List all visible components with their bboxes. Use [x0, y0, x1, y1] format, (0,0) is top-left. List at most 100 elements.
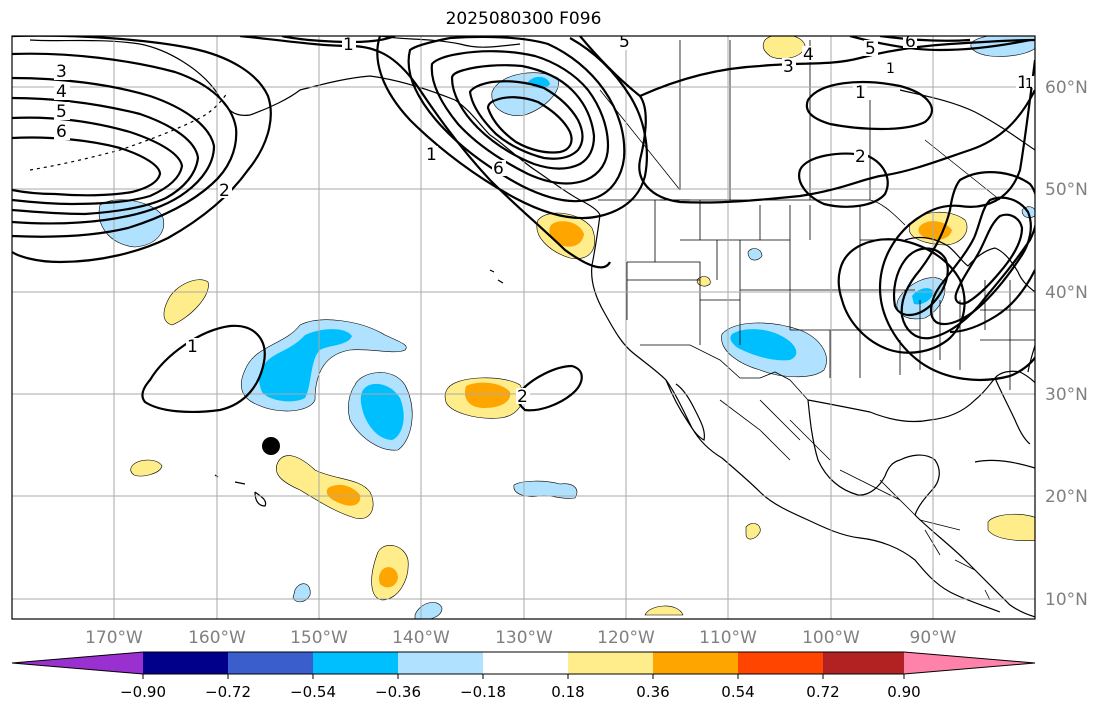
contour-label: 2 — [855, 147, 866, 167]
contour-left-3 — [12, 76, 216, 225]
lon-label: 120°W — [597, 628, 655, 648]
colorbar-extend-low — [12, 652, 144, 674]
colorbar-segment — [823, 652, 905, 674]
lat-label: 10°N — [1045, 590, 1088, 610]
lon-label: 170°W — [85, 628, 143, 648]
contour-east-midwest — [837, 238, 966, 354]
colorbar-segment — [568, 652, 654, 674]
contour-east-2 — [900, 171, 1035, 340]
contour-east-lakes — [892, 247, 949, 317]
colorbar-segment — [313, 652, 399, 674]
shade-neg-small3 — [414, 602, 443, 619]
coast-yucatan — [899, 454, 940, 516]
coast-central-america — [914, 514, 1035, 618]
shade-pos-hawaii-core — [326, 484, 361, 506]
contour-label: 1 — [1025, 77, 1033, 92]
colorbar: −0.90 −0.72 −0.54 −0.36 −0.18 0.18 0.36 … — [11, 651, 1036, 701]
lon-label: 140°W — [392, 628, 450, 648]
coast-aleutian-chain — [29, 91, 229, 171]
coast-mexico-pacific-isl — [489, 269, 504, 284]
shade-neg-small2 — [292, 583, 311, 603]
coast-mexico-east — [807, 399, 901, 496]
contour-label: 5 — [865, 39, 876, 59]
contour-1-main — [239, 36, 611, 269]
contour-east-1 — [878, 59, 1035, 382]
contour-label: 1 — [1017, 73, 1028, 93]
contour-east-4 — [954, 213, 1024, 305]
coast-baja — [665, 379, 705, 441]
coast-great-lakes — [904, 236, 1035, 293]
contour-left-4 — [12, 96, 200, 216]
contour-label: 5 — [56, 102, 67, 122]
contour-label: 1 — [886, 61, 895, 77]
map-content: 1 1 1 1 1 1 1 2 2 2 3 — [12, 32, 1035, 619]
lon-label: 90°W — [910, 628, 957, 648]
contour-label: 1 — [426, 145, 437, 165]
shade-pos-baja — [745, 523, 761, 540]
contour-left-1 — [12, 36, 272, 264]
contour-left-5 — [12, 116, 184, 206]
contour-canada-top — [639, 38, 1035, 98]
shade-pos-ut — [696, 276, 711, 287]
shade-pos-lakes-core — [918, 221, 952, 240]
contour-label: 6 — [493, 159, 504, 179]
contour-alaska-3 — [430, 50, 610, 185]
contour-east-right — [949, 269, 1035, 334]
contour-east-3 — [930, 196, 1032, 326]
lat-tick-labels: 60°N 50°N 40°N 30°N 20°N 10°N — [1045, 78, 1088, 610]
colorbar-label: 0.18 — [551, 683, 584, 701]
lat-label: 60°N — [1045, 78, 1088, 98]
mexico-states — [719, 399, 961, 531]
colorbar-segment — [483, 652, 569, 674]
colorbar-label: 0.72 — [806, 683, 839, 701]
lat-label: 20°N — [1045, 487, 1088, 507]
colorbar-label: −0.90 — [120, 683, 166, 701]
contour-alaska-4 — [450, 64, 596, 170]
contour-alaska-2 — [407, 36, 626, 203]
lat-label: 40°N — [1045, 283, 1088, 303]
contour-pacific-1 — [141, 324, 266, 414]
contour-canada-6 — [879, 36, 971, 42]
contour-alaska-outer — [376, 36, 648, 220]
colorbar-segment — [738, 652, 824, 674]
colorbar-label: −0.18 — [460, 683, 506, 701]
coast-alaska — [29, 39, 601, 216]
lon-label: 100°W — [802, 628, 860, 648]
coast-cuba — [974, 459, 1035, 469]
colorbar-extend-high — [904, 652, 1035, 674]
colorbar-segment — [398, 652, 484, 674]
contour-label: 4 — [803, 45, 814, 65]
location-marker — [262, 437, 280, 455]
contour-label: 3 — [56, 62, 67, 82]
shade-pos-center-core — [464, 382, 511, 408]
shade-pos-south-core — [378, 567, 398, 588]
contour-left-6 — [12, 136, 162, 197]
contour-canada-loop — [805, 81, 933, 131]
lat-label: 50°N — [1045, 180, 1088, 200]
contour-label: 2 — [517, 387, 528, 407]
lon-tick-labels: 170°W 160°W 150°W 140°W 130°W 120°W 110°… — [85, 628, 957, 648]
contour-label: 4 — [56, 82, 67, 102]
contour-pacific-2 — [516, 364, 583, 412]
shade-neg-central2-core — [360, 383, 404, 440]
colorbar-label: −0.36 — [375, 683, 421, 701]
coast-canada-north — [379, 36, 521, 48]
coast-florida — [994, 377, 1031, 445]
contour-label: 6 — [905, 32, 916, 52]
shade-neg-wy — [747, 248, 763, 261]
lon-label: 110°W — [699, 628, 757, 648]
colorbar-label: 0.54 — [721, 683, 754, 701]
contour-label: 5 — [619, 32, 630, 52]
contour-label: 2 — [219, 181, 230, 201]
colorbar-segment — [143, 652, 229, 674]
coast-us-east — [1027, 343, 1035, 373]
shade-pos-small1 — [130, 459, 163, 477]
lat-label: 30°N — [1045, 385, 1088, 405]
colorbar-label: 0.36 — [636, 683, 669, 701]
colorbar-segment — [228, 652, 314, 674]
lon-label: 160°W — [188, 628, 246, 648]
shade-neg-sw-core — [730, 329, 797, 361]
colorbar-tick-labels: −0.90 −0.72 −0.54 −0.36 −0.18 0.18 0.36 … — [120, 683, 921, 701]
contour-alaska-6 — [486, 96, 573, 154]
